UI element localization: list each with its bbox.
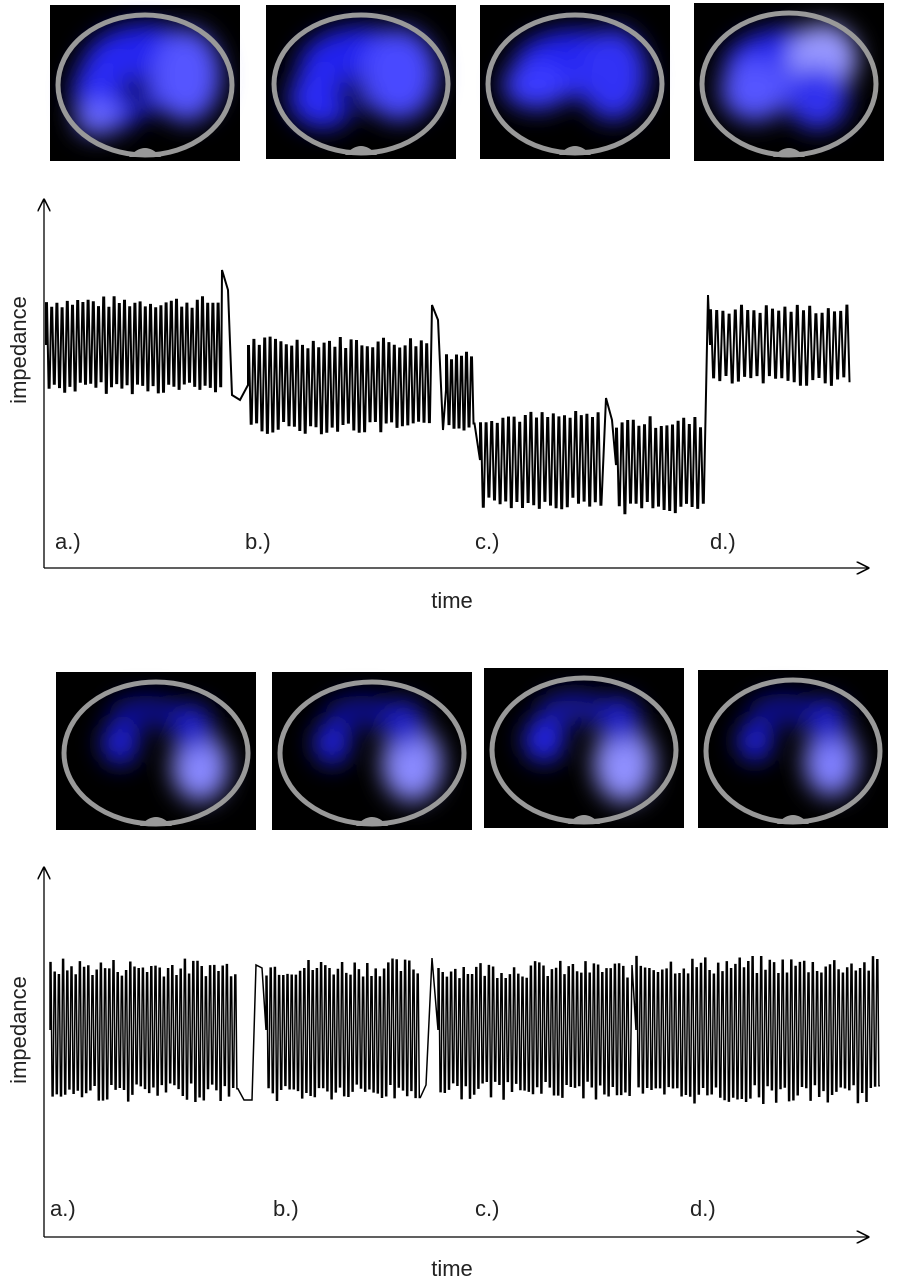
eit-blob xyxy=(152,28,221,123)
eit-blob xyxy=(594,725,654,803)
eit-image xyxy=(484,668,684,828)
eit-blob xyxy=(578,28,648,121)
eit-blob xyxy=(110,695,182,728)
spine xyxy=(559,146,591,155)
phase-label: d.) xyxy=(710,529,736,554)
eit-background xyxy=(484,668,684,828)
eit-blobs xyxy=(72,23,221,137)
impedance-trace xyxy=(45,269,851,515)
y-axis-label: impedance xyxy=(6,976,31,1084)
eit-blob xyxy=(326,695,398,728)
eit-blob xyxy=(720,58,789,122)
phase-label: b.) xyxy=(273,1196,299,1221)
eit-blob xyxy=(600,696,640,745)
eit-image xyxy=(480,5,670,159)
eit-image xyxy=(694,3,884,161)
eit-background xyxy=(56,672,256,830)
eit-image xyxy=(266,5,456,159)
eit-image xyxy=(698,670,888,828)
spine xyxy=(129,148,161,157)
y-axis-label: impedance xyxy=(6,296,31,404)
eit-blob xyxy=(787,66,848,130)
eit-blob xyxy=(172,703,212,751)
spine xyxy=(773,148,805,157)
phase-label: b.) xyxy=(245,529,271,554)
spine xyxy=(140,817,172,826)
eit-blobs xyxy=(737,693,858,797)
eit-image xyxy=(50,5,240,161)
eit-background xyxy=(698,670,888,828)
eit-blob xyxy=(288,66,358,129)
phase-label: d.) xyxy=(690,1196,716,1221)
spine xyxy=(777,815,809,824)
x-axis-label: time xyxy=(431,1256,473,1280)
phase-label: a.) xyxy=(50,1196,76,1221)
eit-blob xyxy=(737,720,773,762)
eit-blobs xyxy=(314,695,442,802)
eit-image xyxy=(272,672,472,830)
eit-blob xyxy=(361,28,437,121)
eit-blob xyxy=(102,720,138,766)
eit-image xyxy=(56,672,256,830)
eit-blobs xyxy=(720,23,858,130)
phase-label: c.) xyxy=(475,529,499,554)
eit-blobs xyxy=(502,28,648,121)
phase-label: c.) xyxy=(475,1196,499,1221)
impedance-trace xyxy=(49,955,880,1105)
spine xyxy=(345,146,377,155)
eit-blob xyxy=(804,726,858,797)
spine xyxy=(568,815,600,824)
x-axis-label: time xyxy=(431,588,473,613)
eit-blob xyxy=(336,75,367,113)
eit-blobs xyxy=(288,26,437,129)
eit-blob xyxy=(314,720,350,766)
spine xyxy=(356,817,388,826)
phase-label: a.) xyxy=(55,529,81,554)
eit-blob xyxy=(502,60,572,110)
eit-blobs xyxy=(524,692,654,803)
eit-blob xyxy=(524,717,564,763)
eit-blob xyxy=(808,698,847,746)
eit-blob xyxy=(384,700,424,748)
eit-blob xyxy=(538,692,610,724)
eit-blobs xyxy=(102,695,228,802)
eit-blob xyxy=(749,693,818,726)
eit-background xyxy=(272,672,472,830)
eit-blob xyxy=(74,98,121,137)
eit-blob xyxy=(120,75,151,107)
